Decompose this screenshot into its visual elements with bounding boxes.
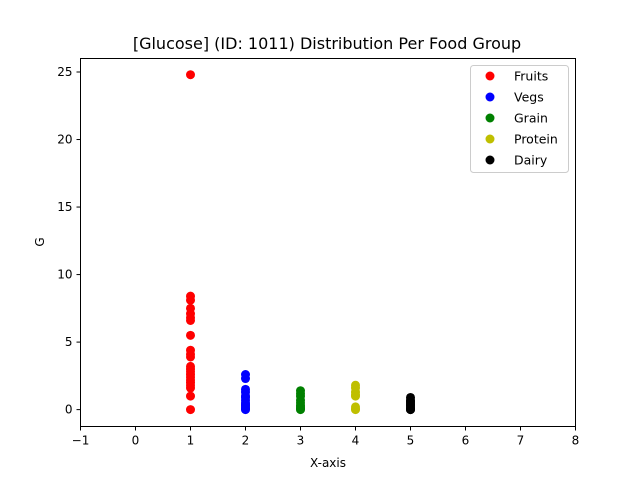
x-axis: −1 0 1 2 3 4 5 6 7 8 — [72, 426, 580, 448]
y-axis-label: G — [33, 237, 47, 246]
data-point-dairy — [406, 405, 415, 415]
data-point-fruits — [186, 330, 195, 340]
series-dairy — [406, 392, 415, 415]
x-tick-label: 5 — [407, 434, 415, 448]
legend-label-protein: Protein — [514, 132, 558, 147]
plot-frame — [80, 58, 576, 427]
x-tick-label: 8 — [572, 434, 580, 448]
y-tick-label: 0 — [65, 403, 73, 417]
data-point-vegs — [241, 374, 250, 384]
data-point-fruits — [186, 383, 195, 393]
data-point-protein — [351, 405, 360, 415]
x-tick-label: 4 — [352, 434, 360, 448]
x-axis-label: X-axis — [310, 456, 346, 470]
x-tick-label: −1 — [72, 434, 90, 448]
legend-label-dairy: Dairy — [514, 153, 548, 168]
series-protein — [351, 380, 360, 415]
legend: Fruits Vegs Grain Protein Dairy — [470, 65, 569, 173]
data-point-fruits — [186, 315, 195, 325]
x-tick-label: 7 — [517, 434, 525, 448]
data-point-vegs — [241, 405, 250, 415]
x-tick-label: 2 — [242, 434, 250, 448]
y-tick-label: 25 — [57, 65, 72, 79]
y-tick-label: 10 — [57, 268, 72, 282]
chart-title: [Glucose] (ID: 1011) Distribution Per Fo… — [133, 34, 521, 53]
series-grain — [296, 386, 305, 415]
legend-marker-vegs — [485, 92, 495, 102]
legend-marker-protein — [485, 134, 495, 144]
data-point-protein — [351, 391, 360, 401]
legend-label-vegs: Vegs — [514, 90, 544, 105]
legend-marker-grain — [485, 113, 495, 123]
data-point-fruits — [186, 405, 195, 415]
data-point-fruits — [186, 295, 195, 305]
data-point-fruits — [186, 352, 195, 362]
data-point-fruits — [186, 70, 195, 80]
data-point-fruits — [186, 391, 195, 401]
x-tick-label: 1 — [187, 434, 195, 448]
legend-label-fruits: Fruits — [514, 69, 548, 84]
legend-marker-dairy — [485, 155, 495, 165]
x-tick-label: 3 — [297, 434, 305, 448]
data-point-grain — [296, 405, 305, 415]
series-vegs — [241, 370, 250, 415]
legend-frame — [470, 65, 569, 173]
y-tick-label: 20 — [57, 133, 72, 147]
x-tick-label: 0 — [132, 434, 140, 448]
y-tick-label: 5 — [65, 335, 73, 349]
y-tick-label: 15 — [57, 200, 72, 214]
legend-marker-fruits — [485, 71, 495, 81]
x-tick-label: 6 — [462, 434, 470, 448]
series-fruits — [186, 70, 195, 415]
points-layer — [186, 70, 415, 415]
legend-label-grain: Grain — [514, 111, 548, 126]
y-axis: 0 5 10 15 20 25 — [57, 65, 81, 417]
